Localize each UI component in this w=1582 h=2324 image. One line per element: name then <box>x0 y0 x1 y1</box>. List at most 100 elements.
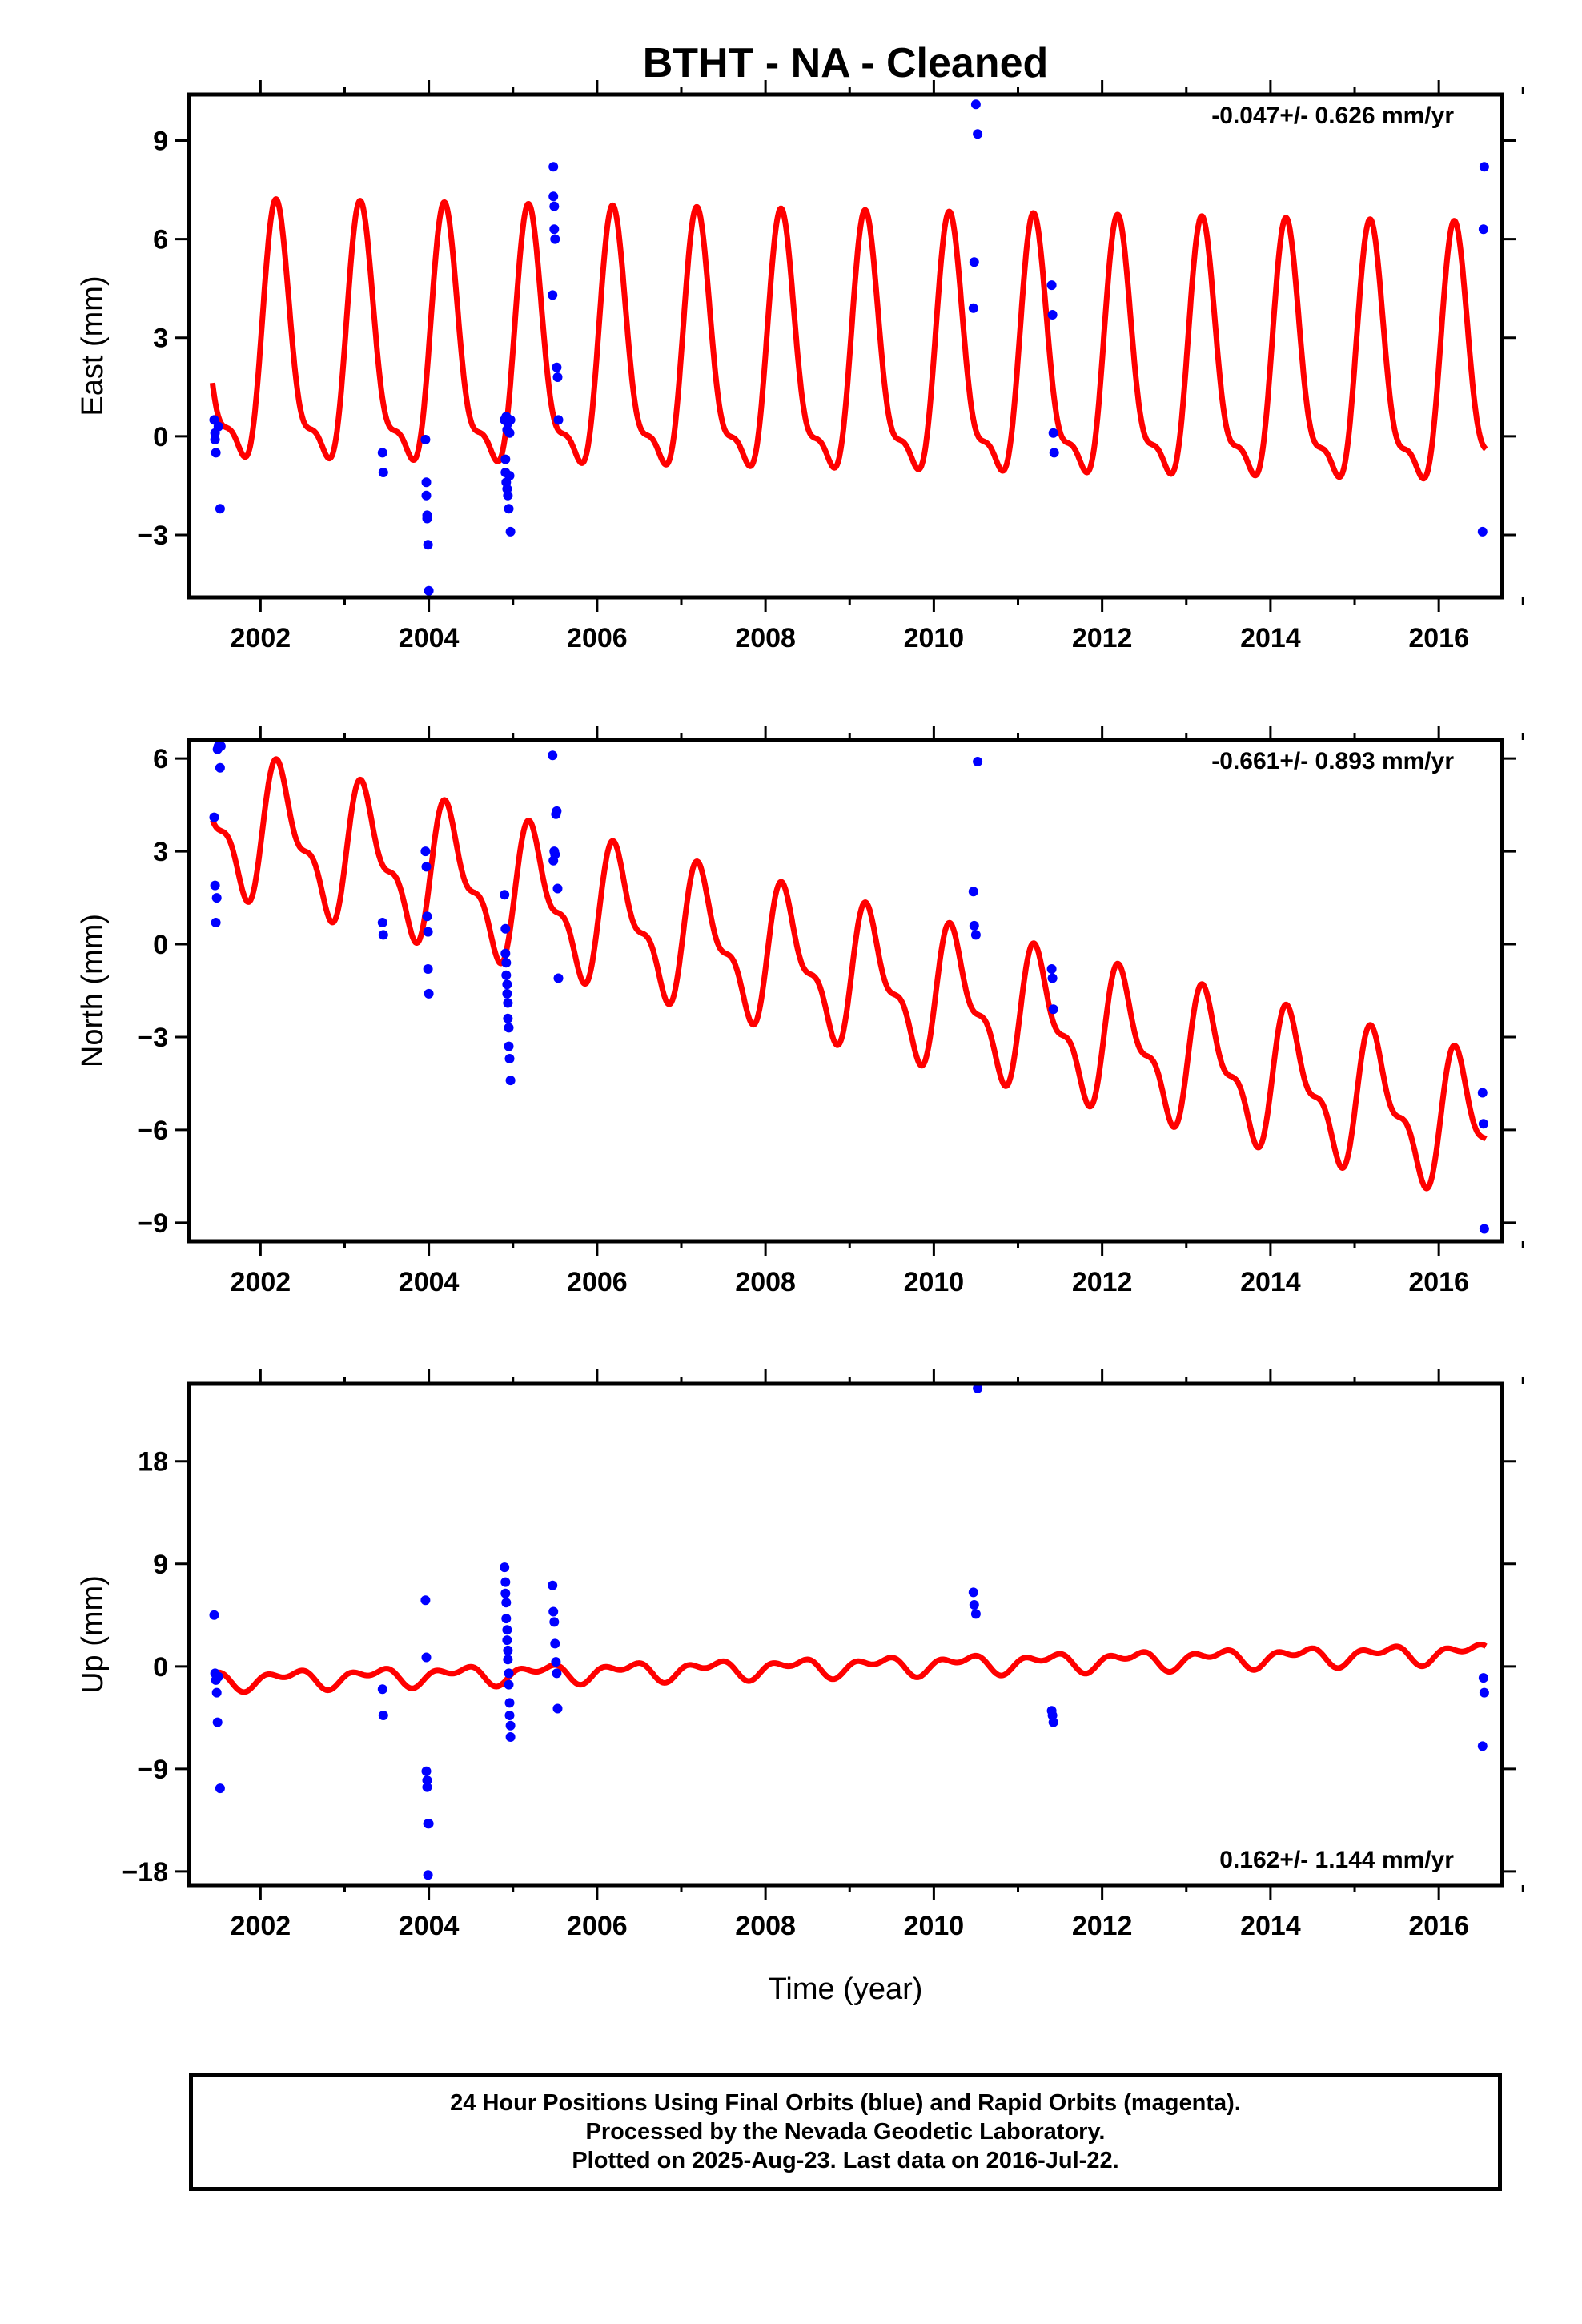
north-ylabel: North (mm) <box>76 914 110 1068</box>
up-data-point <box>422 1782 432 1792</box>
north-data-point <box>968 887 978 897</box>
up-data-point <box>502 1635 512 1646</box>
y-tick-label: 0 <box>153 1652 168 1683</box>
north-data-point <box>500 890 510 900</box>
up-data-point <box>970 1609 981 1619</box>
east-data-point <box>505 526 516 537</box>
up-data-point <box>504 1679 514 1690</box>
north-data-point <box>211 893 222 903</box>
east-rate-label: -0.047+/- 0.626 mm/yr <box>1211 103 1454 129</box>
east-data-point <box>968 303 978 313</box>
east-data-point <box>500 454 511 464</box>
north-data-point <box>500 948 511 959</box>
tick-marks <box>175 1369 1524 1900</box>
east-data-point <box>1478 224 1488 235</box>
north-data-point <box>1048 1004 1058 1015</box>
north-data-point <box>1477 1088 1488 1098</box>
x-tick-label: 2002 <box>231 1911 291 1941</box>
east-data-point <box>423 540 433 550</box>
east-ylabel: East (mm) <box>76 275 110 416</box>
y-tick-label: −3 <box>137 521 168 551</box>
x-tick-label: 2008 <box>735 623 796 653</box>
east-data-point <box>1047 310 1058 320</box>
figure-title: BTHT - NA - Cleaned <box>643 40 1049 86</box>
east-data-point <box>549 224 560 235</box>
north-data-point <box>973 757 983 766</box>
north-data-point <box>552 883 563 894</box>
up-data-point <box>1479 1687 1489 1698</box>
north-data-point <box>501 970 512 980</box>
east-data-point <box>550 234 560 244</box>
x-tick-label: 2004 <box>399 1911 460 1941</box>
x-tick-label: 2002 <box>231 623 291 653</box>
north-data-point <box>550 850 560 859</box>
x-tick-label: 2006 <box>567 1911 628 1941</box>
up-data-point <box>420 1595 431 1606</box>
north-data-point <box>503 1013 513 1023</box>
up-data-point <box>213 1671 223 1682</box>
north-ticks: 2002 2004 2006 2008 2010 2012 2014 2016 −9 −6 −3 0 3… <box>137 726 1524 1297</box>
north-data-point <box>1046 964 1057 974</box>
east-data-point <box>378 468 388 477</box>
x-axis-label: Time (year) <box>769 1972 923 2006</box>
footer-line-orbits: 24 Hour Positions Using Final Orbits (bl… <box>450 2090 1241 2116</box>
north-data-point <box>500 923 511 934</box>
x-tick-label: 2012 <box>1072 1267 1133 1297</box>
x-tick-label: 2014 <box>1240 623 1301 653</box>
north-data-point <box>209 812 219 822</box>
x-tick-label: 2012 <box>1072 1911 1133 1941</box>
tick-marks <box>175 80 1524 612</box>
y-tick-label: 0 <box>153 422 168 452</box>
north-data-point <box>502 979 512 990</box>
east-data-point <box>421 477 432 488</box>
up-data-point <box>500 1562 510 1573</box>
east-data-point <box>1479 162 1489 172</box>
north-data-point <box>210 880 220 891</box>
east-model-line <box>209 196 1488 482</box>
x-tick-label: 2014 <box>1240 1267 1301 1297</box>
up-data-point <box>212 1717 223 1727</box>
x-tick-label: 2016 <box>1408 1911 1469 1941</box>
x-tick-label: 2006 <box>567 623 628 653</box>
north-data-point <box>422 911 432 922</box>
y-tick-label: −18 <box>122 1857 168 1888</box>
north-data-point <box>970 930 981 940</box>
y-tick-label: 0 <box>153 930 168 960</box>
north-data-point <box>503 998 513 1008</box>
up-data-point <box>500 1588 511 1598</box>
up-data-point <box>503 1655 513 1665</box>
up-data-point <box>549 1617 560 1627</box>
east-data-point <box>552 362 562 372</box>
east-data-point <box>215 504 225 514</box>
east-data-point <box>213 421 223 432</box>
east-data-point <box>504 504 514 514</box>
up-data-point <box>505 1720 516 1731</box>
up-data-point <box>501 1614 512 1624</box>
up-data-point <box>551 1657 561 1667</box>
east-data-point <box>1046 280 1057 291</box>
up-data-point <box>552 1703 563 1714</box>
east-data-point <box>553 415 564 425</box>
east-data-point <box>1477 526 1488 537</box>
east-ticks: 2002 2004 2006 2008 2010 2012 2014 2016 −3 0 3 6 9 <box>137 80 1524 653</box>
x-tick-label: 2010 <box>904 623 965 653</box>
up-data-point <box>548 1606 559 1617</box>
east-data-point <box>377 448 387 458</box>
north-data-point <box>1478 1119 1488 1129</box>
up-plot-frame <box>187 1381 1504 1888</box>
east-plot-frame <box>187 92 1504 600</box>
tick-marks <box>175 726 1524 1256</box>
north-data-point <box>424 988 434 999</box>
y-tick-label: 9 <box>153 126 168 156</box>
up-data-point <box>215 1783 225 1794</box>
y-tick-label: 9 <box>153 1550 168 1580</box>
east-data-point <box>1049 448 1059 458</box>
up-data-point <box>969 1600 979 1610</box>
north-data-point <box>504 1054 515 1063</box>
east-data-point <box>548 191 559 202</box>
up-data-point <box>973 1383 983 1393</box>
east-data-point <box>549 201 560 211</box>
up-data-point <box>424 1819 434 1829</box>
footer-line-processed: Processed by the Nevada Geodetic Laborat… <box>585 2119 1106 2145</box>
up-data-point <box>548 1580 558 1590</box>
